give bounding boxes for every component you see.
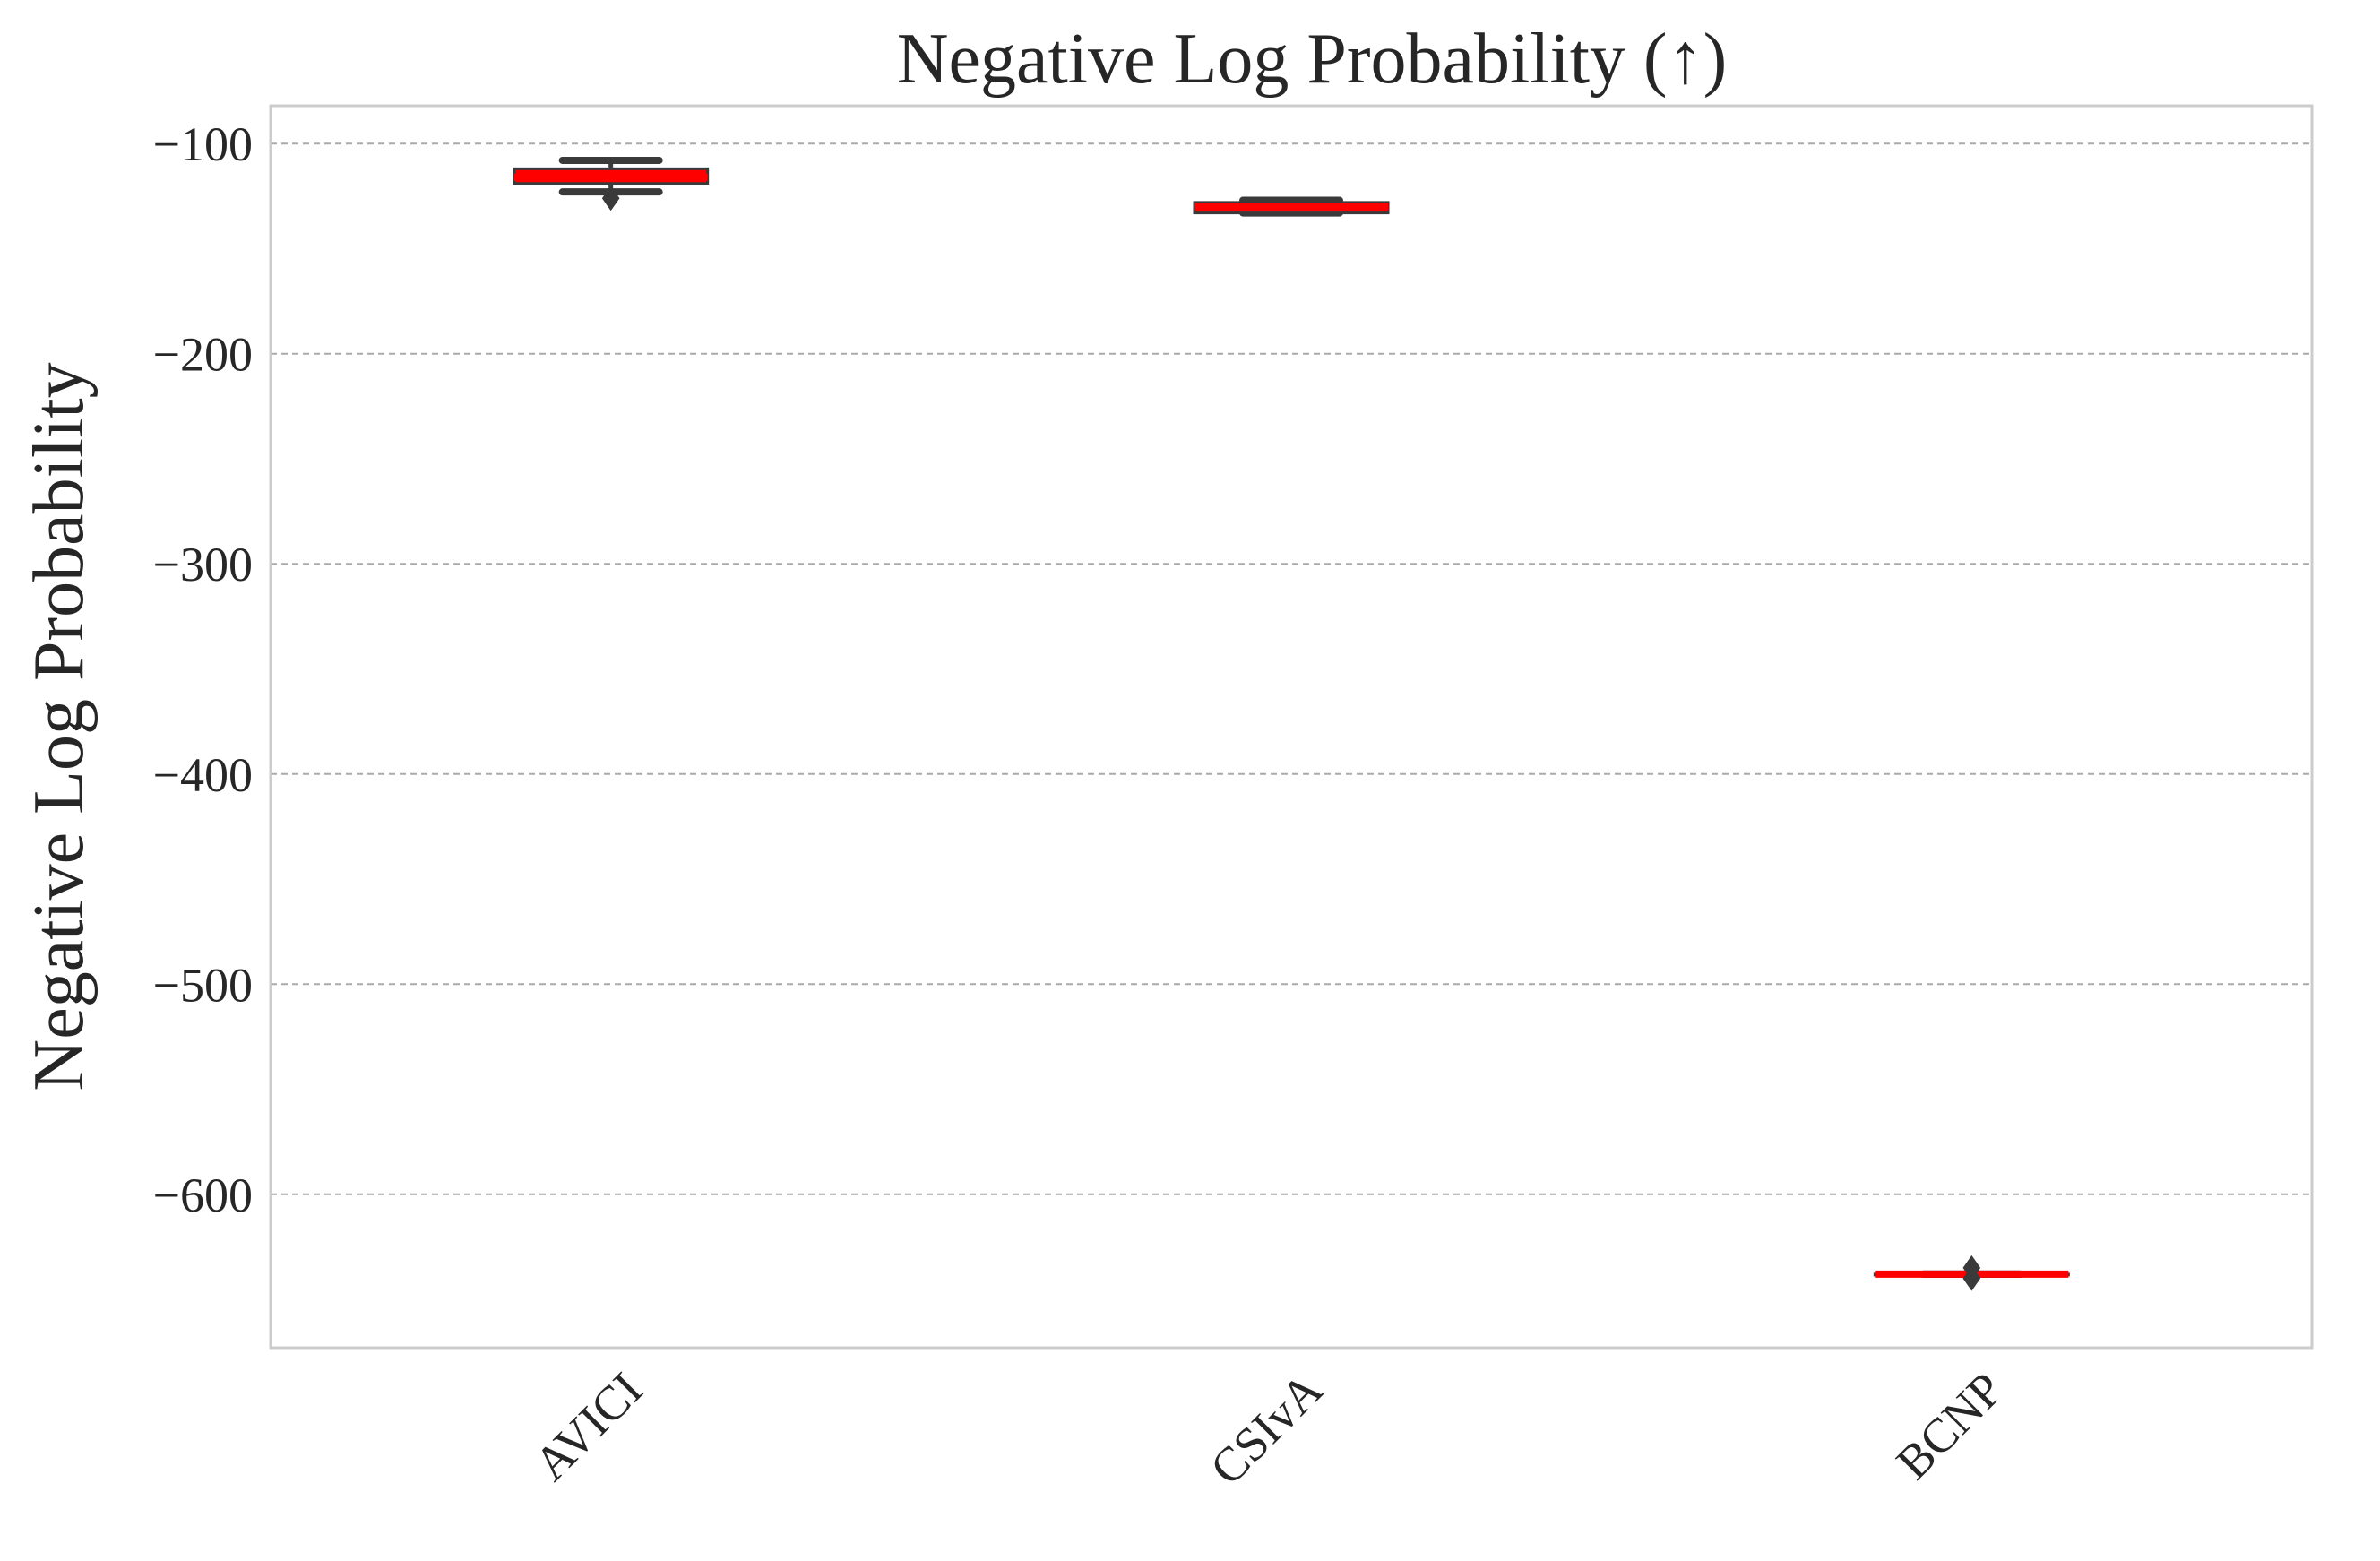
box-plot: [513, 156, 710, 211]
chart-title: Negative Log Probability (↑): [897, 20, 1727, 99]
x-tick-label: AVICI: [524, 1362, 653, 1491]
outlier-point: [601, 185, 620, 211]
y-tick-label: −200: [153, 328, 253, 382]
outlier-point: [1962, 1265, 1981, 1291]
box-layer: [513, 156, 2070, 1291]
x-tick-label: BCNP: [1886, 1362, 2014, 1489]
x-tick-label: CSIvA: [1200, 1362, 1333, 1496]
box-plot: [1873, 1255, 2070, 1291]
y-tick-label: −400: [153, 748, 253, 802]
y-tick-label: −600: [153, 1169, 253, 1222]
grid-layer: [271, 142, 2312, 1195]
y-tick-labels: −100 −200 −300 −400 −500 −600: [153, 117, 253, 1222]
plot-frame: [269, 104, 2314, 1350]
y-axis-label: Negative Log Probability: [20, 362, 99, 1091]
box-plot: [1193, 196, 1390, 217]
x-tick-labels: AVICI CSIvA BCNP: [524, 1362, 2014, 1496]
y-tick-label: −300: [153, 538, 253, 591]
y-tick-label: −100: [153, 117, 253, 171]
y-tick-label: −500: [153, 958, 253, 1012]
